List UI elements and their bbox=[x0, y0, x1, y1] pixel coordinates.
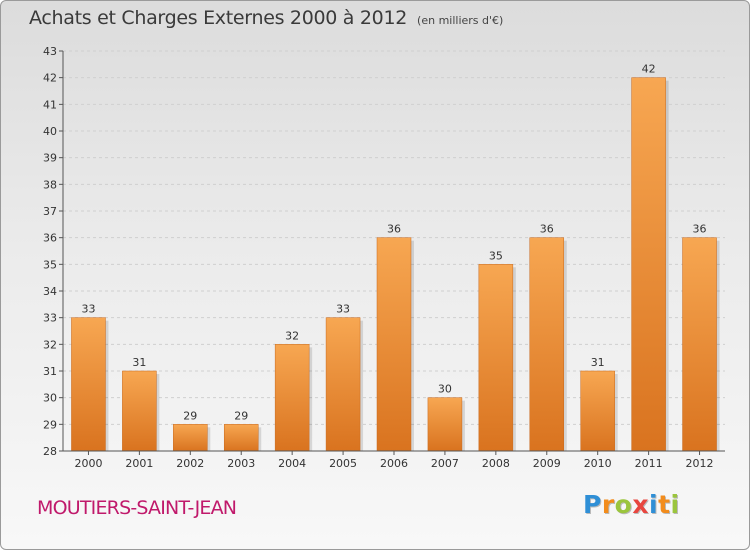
bar bbox=[376, 237, 412, 452]
value-label: 30 bbox=[438, 383, 452, 396]
y-tick-label: 32 bbox=[43, 338, 57, 351]
bar bbox=[122, 370, 157, 452]
x-tick-label: 2005 bbox=[329, 457, 357, 470]
y-tick-label: 38 bbox=[43, 178, 57, 191]
logo-letter: i bbox=[670, 490, 680, 519]
value-label: 36 bbox=[387, 223, 401, 236]
value-label: 42 bbox=[642, 63, 656, 76]
y-tick-label: 33 bbox=[43, 312, 57, 325]
bar bbox=[631, 77, 666, 452]
x-tick-label: 2008 bbox=[482, 457, 510, 470]
value-label: 29 bbox=[234, 409, 248, 422]
y-tick-label: 35 bbox=[43, 258, 57, 271]
y-tick-labels: 28 29 30 31 32 33 34 35 36 37 38 39 40 41 42 43 bbox=[43, 45, 57, 458]
x-tick-label: 2007 bbox=[431, 457, 459, 470]
chart-title: Achats et Charges Externes 2000 à 2012 (e… bbox=[29, 7, 503, 29]
x-tick-label: 2000 bbox=[74, 457, 102, 470]
value-label: 29 bbox=[183, 409, 197, 422]
value-label: 35 bbox=[489, 249, 503, 262]
logo-letter: i bbox=[649, 490, 659, 519]
bars bbox=[71, 77, 720, 452]
y-tick-label: 34 bbox=[43, 285, 57, 298]
bar bbox=[223, 424, 259, 452]
y-tick-label: 29 bbox=[43, 418, 57, 431]
value-label: 36 bbox=[540, 223, 554, 236]
y-tick-label: 41 bbox=[43, 98, 57, 111]
bar bbox=[71, 317, 106, 452]
y-tick-label: 43 bbox=[43, 45, 57, 58]
y-tick-label: 31 bbox=[43, 365, 57, 378]
axes bbox=[59, 50, 725, 455]
logo-letter: P bbox=[583, 490, 602, 519]
x-tick-label: 2001 bbox=[125, 457, 153, 470]
bar bbox=[427, 397, 463, 452]
value-label: 33 bbox=[81, 303, 95, 316]
proxiti-logo: Proxiti bbox=[583, 490, 680, 519]
value-label: 36 bbox=[693, 223, 707, 236]
logo-letter: t bbox=[658, 490, 671, 519]
x-tick-labels: 2000 2001 2002 2003 2004 2005 2006 2007 2008 2009… bbox=[74, 457, 713, 470]
bar bbox=[478, 264, 514, 452]
logo-letter: o bbox=[614, 490, 633, 519]
bar bbox=[274, 344, 310, 452]
y-tick-label: 37 bbox=[43, 205, 57, 218]
x-tick-label: 2002 bbox=[176, 457, 204, 470]
y-tick-label: 28 bbox=[43, 445, 57, 458]
bar bbox=[580, 370, 615, 452]
bar bbox=[529, 237, 565, 452]
value-label: 32 bbox=[285, 329, 299, 342]
x-tick-label: 2012 bbox=[686, 457, 714, 470]
unit-label: (en milliers d'€) bbox=[417, 14, 504, 27]
y-tick-label: 40 bbox=[43, 125, 57, 138]
x-tick-label: 2009 bbox=[533, 457, 561, 470]
x-tick-label: 2011 bbox=[635, 457, 663, 470]
x-tick-label: 2010 bbox=[584, 457, 612, 470]
place-name: MOUTIERS-SAINT-JEAN bbox=[37, 497, 237, 519]
y-tick-label: 42 bbox=[43, 72, 57, 85]
x-tick-label: 2006 bbox=[380, 457, 408, 470]
logo-letter: r bbox=[601, 490, 615, 519]
title-text: Achats et Charges Externes 2000 à 2012 bbox=[29, 7, 408, 29]
value-labels: 33 31 29 29 32 33 36 30 35 36 31 42 36 bbox=[81, 63, 706, 423]
value-label: 33 bbox=[336, 303, 350, 316]
value-label: 31 bbox=[591, 356, 605, 369]
y-tick-label: 30 bbox=[43, 392, 57, 405]
y-tick-label: 36 bbox=[43, 232, 57, 245]
value-label: 31 bbox=[132, 356, 146, 369]
bar bbox=[173, 424, 208, 452]
bar bbox=[325, 317, 361, 452]
y-tick-label: 39 bbox=[43, 152, 57, 165]
logo-letter: x bbox=[632, 490, 649, 519]
x-tick-label: 2004 bbox=[278, 457, 306, 470]
bar bbox=[682, 237, 717, 452]
x-tick-label: 2003 bbox=[227, 457, 255, 470]
